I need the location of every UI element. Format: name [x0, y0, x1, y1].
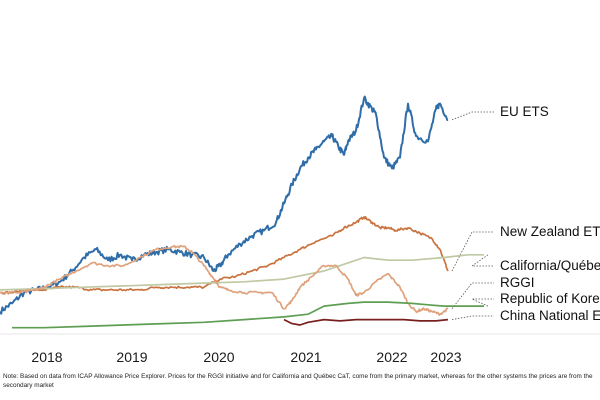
legend-leader-lines: [451, 111, 494, 320]
series-line-california-qu-bec-cat: [0, 253, 484, 291]
legend-leader-line: [470, 254, 494, 267]
legend-label-rggi: RGGI: [500, 275, 535, 290]
series-line-republic-of-korea-ets: [12, 301, 484, 329]
x-axis-ticks: 2018 2019 2020 2021 2022 2023: [31, 349, 461, 365]
legend-label-new-zealand-ets: New Zealand ETS: [500, 224, 600, 239]
x-tick-label: 2021: [290, 349, 321, 365]
series-lines: [0, 95, 484, 329]
series-line-eu-ets: [0, 95, 449, 315]
legend-leader-line: [451, 315, 494, 320]
legend-leader-line: [451, 111, 494, 121]
legend: EU ETS New Zealand ETS California/Québec…: [500, 104, 600, 323]
legend-leader-line: [471, 298, 494, 307]
source-note: Note: Based on data from ICAP Allowance …: [3, 373, 593, 389]
x-tick-label: 2020: [203, 349, 234, 365]
series-line-china-national-ets: [283, 318, 449, 326]
x-tick-label: 2023: [430, 349, 461, 365]
x-tick-label: 2022: [376, 349, 407, 365]
legend-leader-line: [451, 231, 494, 272]
series-line-rggi: [0, 244, 449, 316]
series-line-new-zealand-ets: [0, 216, 449, 295]
x-tick-label: 2018: [31, 349, 62, 365]
legend-label-korea-ets: Republic of Korea ETS: [500, 291, 600, 306]
x-tick-label: 2019: [116, 349, 147, 365]
legend-leader-line: [451, 282, 494, 310]
legend-label-california-quebec: California/Québec CaT: [500, 258, 600, 273]
legend-label-china-ets: China National ETS: [500, 308, 600, 323]
legend-label-eu-ets: EU ETS: [500, 104, 549, 119]
